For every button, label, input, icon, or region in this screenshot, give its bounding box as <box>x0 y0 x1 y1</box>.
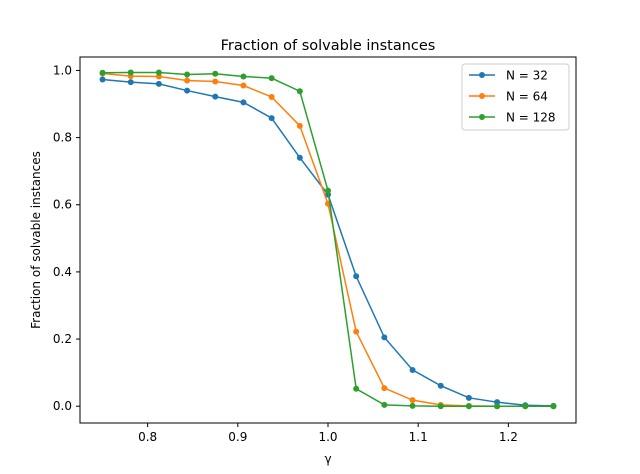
x-tick-label: 0.8 <box>138 430 157 444</box>
x-tick-label: 1.2 <box>499 430 518 444</box>
legend-box <box>461 63 570 131</box>
y-tick-label: 1.0 <box>53 63 72 77</box>
data-point <box>437 382 444 389</box>
data-point <box>465 394 472 401</box>
data-point <box>155 69 162 76</box>
data-point <box>184 87 191 94</box>
data-point <box>240 99 247 106</box>
y-tick-label: 0.0 <box>53 399 72 413</box>
data-point <box>212 70 219 77</box>
data-point <box>268 93 275 100</box>
data-point <box>381 334 388 341</box>
x-axis-label: γ <box>324 452 331 466</box>
data-point <box>353 385 360 392</box>
legend-label: N = 128 <box>506 111 556 125</box>
data-point <box>353 273 360 280</box>
x-tick-label: 1.1 <box>409 430 428 444</box>
data-point <box>409 402 416 409</box>
plot-area <box>99 69 557 410</box>
y-tick-label: 0.6 <box>53 198 72 212</box>
data-point <box>409 397 416 404</box>
legend-swatch-marker <box>479 72 485 78</box>
data-point <box>494 403 501 410</box>
data-point <box>240 82 247 89</box>
legend: N = 32 N = 64 N = 128 <box>461 63 570 131</box>
data-point <box>240 73 247 80</box>
legend-swatch-marker <box>479 93 485 99</box>
x-tick-label: 1.0 <box>318 430 337 444</box>
y-tick-label: 0.2 <box>53 332 72 346</box>
data-point <box>296 154 303 161</box>
data-point <box>212 78 219 85</box>
data-point <box>550 403 557 410</box>
data-point <box>381 385 388 392</box>
x-tick-label: 0.9 <box>228 430 247 444</box>
data-point <box>522 403 529 410</box>
data-point <box>155 80 162 87</box>
data-point <box>437 403 444 410</box>
data-point <box>212 93 219 100</box>
data-point <box>99 69 106 76</box>
legend-label: N = 32 <box>506 69 548 83</box>
data-point <box>184 71 191 78</box>
data-point <box>296 88 303 95</box>
data-point <box>268 115 275 122</box>
data-point <box>465 403 472 410</box>
data-point <box>127 69 134 76</box>
data-point <box>296 122 303 129</box>
y-tick-label: 0.8 <box>53 131 72 145</box>
y-axis-ticks: 0.0 0.2 0.4 0.6 0.8 1.0 <box>53 63 80 413</box>
y-axis-label: Fraction of solvable instances <box>29 151 43 329</box>
legend-swatch-marker <box>479 114 485 120</box>
chart-title: Fraction of solvable instances <box>221 38 436 54</box>
x-axis-ticks: 0.8 0.9 1.0 1.1 1.2 <box>138 423 518 444</box>
data-point <box>325 187 331 194</box>
data-point <box>99 76 106 83</box>
data-point <box>127 79 134 86</box>
data-point <box>381 401 388 408</box>
data-point <box>409 366 416 373</box>
y-tick-label: 0.4 <box>53 265 72 279</box>
data-point <box>268 75 275 82</box>
data-point <box>353 328 360 335</box>
data-point <box>184 77 191 84</box>
legend-label: N = 64 <box>506 90 548 104</box>
